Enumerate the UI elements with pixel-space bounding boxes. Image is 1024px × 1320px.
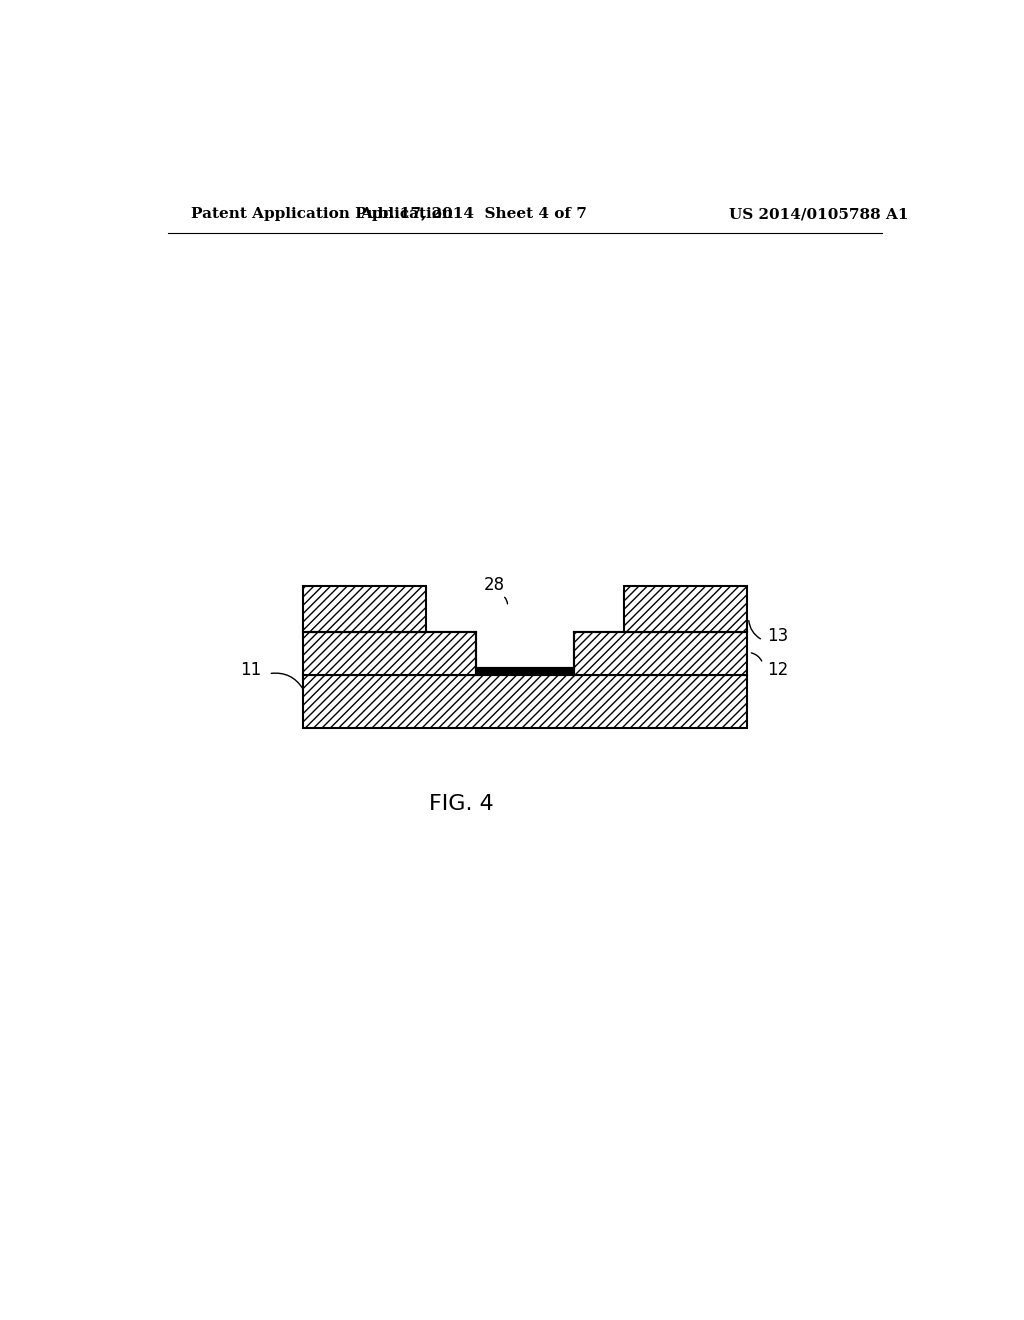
Bar	[624, 586, 748, 632]
Text: US 2014/0105788 A1: US 2014/0105788 A1	[729, 207, 908, 222]
Bar	[303, 586, 426, 632]
Bar	[475, 668, 574, 675]
Text: FIG. 4: FIG. 4	[429, 793, 494, 814]
Text: 12: 12	[767, 660, 788, 678]
Text: Apr. 17, 2014  Sheet 4 of 7: Apr. 17, 2014 Sheet 4 of 7	[359, 207, 587, 222]
Text: 11: 11	[241, 660, 262, 678]
Bar	[303, 675, 748, 727]
Bar	[574, 632, 748, 675]
Bar	[303, 632, 475, 675]
Text: Patent Application Publication: Patent Application Publication	[191, 207, 454, 222]
Text: 13: 13	[767, 627, 788, 645]
Text: 28: 28	[484, 577, 505, 594]
